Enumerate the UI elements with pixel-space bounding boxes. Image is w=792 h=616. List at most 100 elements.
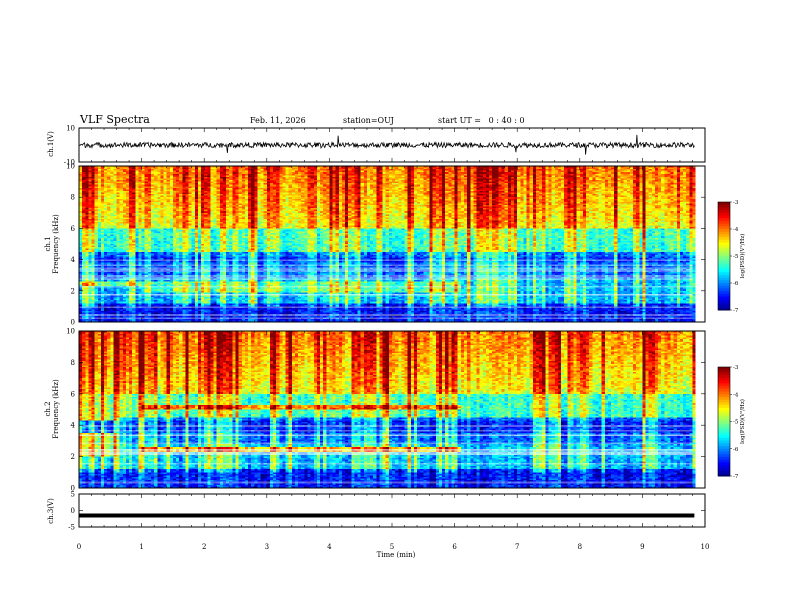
- colorbar-cell: [718, 394, 730, 398]
- ch1-trace: [78, 134, 695, 155]
- colorbar-cell: [718, 223, 730, 227]
- colorbar-cell: [718, 435, 730, 439]
- ytick-label-ch2-spectrogram: 10: [66, 328, 75, 336]
- colorbar-tick-label: -4: [733, 392, 739, 398]
- colorbar-cell: [718, 375, 730, 379]
- colorbar-tick-label: -7: [733, 474, 739, 480]
- colorbar-cell: [718, 296, 730, 300]
- ytick-label-ch3-waveform: 0: [71, 507, 75, 515]
- colorbar-cell: [718, 421, 730, 425]
- spectrogram-image-ch1-spectrogram: [79, 166, 705, 322]
- colorbar-tick-label: -6: [733, 281, 739, 287]
- colorbar-cell: [718, 446, 730, 450]
- colorbar-cell: [718, 274, 730, 279]
- start-ut-label: start UT = 0 : 40 : 0: [438, 116, 525, 125]
- colorbar-cell: [718, 258, 730, 262]
- colorbar-cell: [718, 250, 730, 254]
- colorbar-cell: [718, 402, 730, 406]
- colorbar-cell: [718, 437, 730, 442]
- colorbar-cell: [718, 407, 730, 412]
- spectrogram-image-ch2-spectrogram: [79, 331, 705, 488]
- ch2-spec-ylabel-line1: ch.2: [44, 401, 52, 416]
- ytick-label-ch2-spectrogram: 6: [71, 390, 76, 398]
- colorbar-tick-label: -3: [733, 200, 739, 206]
- xtick-label: 9: [640, 543, 644, 551]
- xtick-label: 1: [139, 543, 143, 551]
- ytick-label-ch1-spectrogram: 6: [71, 225, 76, 233]
- colorbar-cell: [718, 369, 730, 373]
- colorbar-cell: [718, 372, 730, 376]
- ytick-label-ch1-spectrogram: 4: [71, 256, 76, 264]
- colorbar-cell: [718, 416, 730, 420]
- colorbar-cell: [718, 202, 730, 206]
- ytick-label-ch3-waveform: -5: [68, 524, 75, 532]
- colorbar-cell: [718, 210, 730, 214]
- colorbar-cell: [718, 261, 730, 265]
- xtick-label: 3: [265, 543, 269, 551]
- colorbar-cell: [718, 377, 730, 382]
- colorbar-cell: [718, 418, 730, 422]
- colorbar-cell: [718, 229, 730, 233]
- ytick-label-ch2-spectrogram: 2: [71, 453, 75, 461]
- ytick-label-ch1-spectrogram: 8: [71, 194, 75, 202]
- x-axis-label: Time (min): [377, 551, 416, 559]
- colorbar-cell: [718, 383, 730, 387]
- colorbar-tick-label: -6: [733, 447, 739, 453]
- ytick-label-ch1-spectrogram: 2: [71, 287, 75, 295]
- ch2-spec-ylabel-line2: Frequency (kHz): [52, 379, 60, 439]
- colorbar-cell: [718, 266, 730, 270]
- ch3-ylabel: ch.3(V): [47, 498, 55, 524]
- colorbar-cell: [718, 242, 730, 246]
- date-label: Feb. 11, 2026: [250, 116, 306, 125]
- colorbar-cell: [718, 456, 730, 461]
- colorbar-cell: [718, 293, 730, 297]
- figure-title: VLF Spectra: [79, 113, 150, 126]
- colorbar-cell: [718, 396, 730, 401]
- colorbar-cell: [718, 391, 730, 395]
- colorbar-cell: [718, 429, 730, 433]
- colorbar-cell: [718, 448, 730, 452]
- colorbar-cell: [718, 459, 730, 463]
- ch1-spec-ylabel-line1: ch.1: [44, 236, 52, 251]
- xtick-label: 4: [327, 543, 332, 551]
- ytick-label-ch2-spectrogram: 0: [71, 485, 75, 493]
- xtick-label: 2: [202, 543, 206, 551]
- colorbar-label: log(PSD)(V²/Hz): [739, 234, 746, 279]
- colorbar-cell: [718, 256, 730, 260]
- waveform-layer: [78, 134, 695, 518]
- ytick-label-ch2-spectrogram: 8: [71, 359, 75, 367]
- colorbar-cell: [718, 424, 730, 428]
- spectrogram-layer: [79, 166, 705, 488]
- colorbar-cell: [718, 380, 730, 384]
- colorbar-cell: [718, 413, 730, 417]
- colorbar-cell: [718, 226, 730, 230]
- colorbar-cell: [718, 272, 730, 276]
- colorbar-cell: [718, 239, 730, 243]
- colorbar-cell: [718, 245, 730, 249]
- colorbar-tick-label: -5: [733, 420, 739, 426]
- colorbar-cell: [718, 220, 730, 225]
- colorbar-cell: [718, 234, 730, 238]
- xtick-label: 6: [452, 543, 457, 551]
- colorbar-cell: [718, 462, 730, 466]
- colorbar-tick-label: -5: [733, 254, 739, 260]
- colorbar-cell: [718, 231, 730, 235]
- xtick-label: 10: [701, 543, 710, 551]
- colorbar-cell: [718, 299, 730, 303]
- colorbar-cell: [718, 212, 730, 216]
- colorbar-cell: [718, 269, 730, 273]
- xtick-label: 8: [578, 543, 582, 551]
- ytick-label-ch1-waveform: -10: [64, 159, 75, 167]
- colorbar-cell: [718, 454, 730, 458]
- ytick-label-ch1-spectrogram: 10: [66, 163, 75, 171]
- colorbar-cell: [718, 218, 730, 222]
- colorbar-cell: [718, 277, 730, 281]
- colorbar-cell: [718, 405, 730, 409]
- colorbar-tick-label: -3: [733, 365, 739, 371]
- colorbar-cell: [718, 288, 730, 292]
- colorbar-cell: [718, 264, 730, 268]
- colorbar-cell: [718, 470, 730, 474]
- ytick-label-ch1-waveform: 10: [66, 125, 75, 133]
- colorbar-cell: [718, 388, 730, 393]
